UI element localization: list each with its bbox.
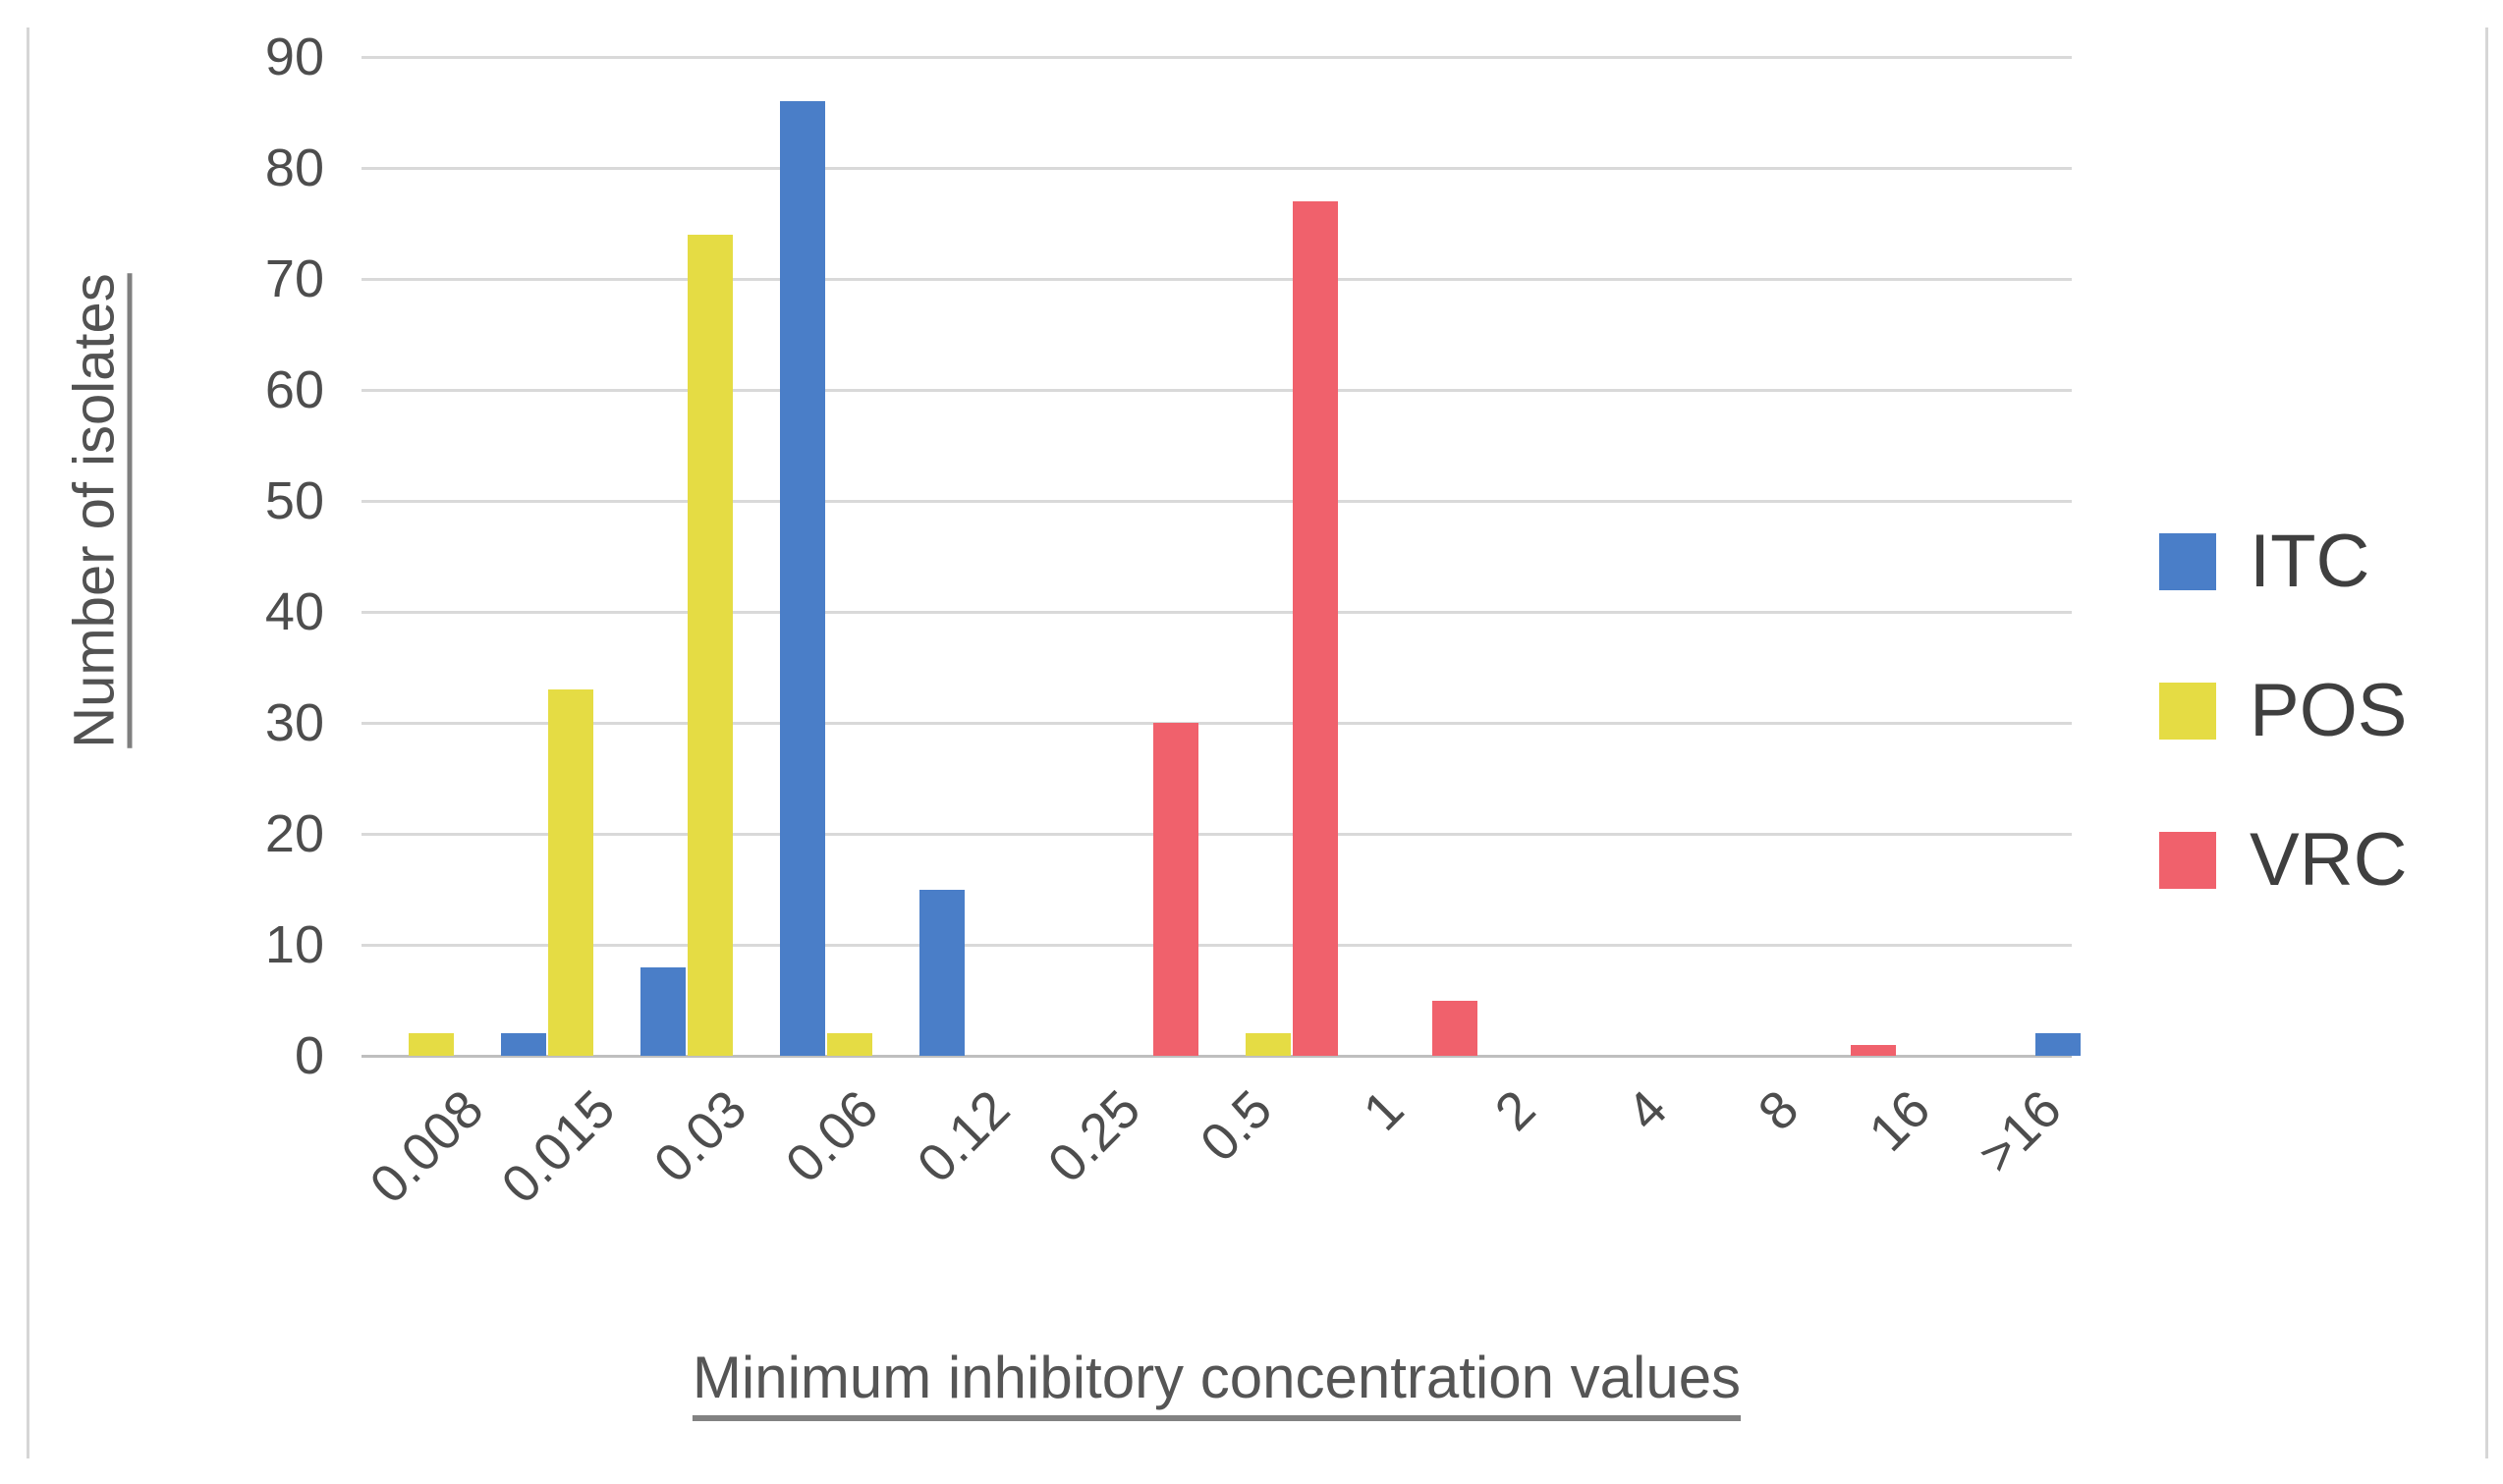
gridline-10 xyxy=(362,943,2072,947)
x-tick-label->16: >16 xyxy=(1968,1078,2074,1185)
bar-itc-0.12 xyxy=(919,889,965,1056)
gridline-80 xyxy=(362,166,2072,170)
category-group-0.12 xyxy=(919,57,1059,1056)
bar-itc-0.03 xyxy=(640,966,686,1056)
category-group-2 xyxy=(1477,57,1617,1056)
x-tick-label-1: 1 xyxy=(1353,1078,1416,1142)
category-group-0.06 xyxy=(780,57,919,1056)
y-tick-label-50: 50 xyxy=(264,471,324,530)
category-group-1 xyxy=(1338,57,1477,1056)
gridline-50 xyxy=(362,499,2072,503)
plot-area xyxy=(362,55,2081,1058)
y-tick-label-60: 60 xyxy=(264,360,324,419)
legend-swatch-itc xyxy=(2159,533,2216,590)
x-axis-title: Minimum inhibitory concentration values xyxy=(692,1345,1742,1410)
x-tick-label-4: 4 xyxy=(1615,1078,1679,1142)
legend-item-pos: POS xyxy=(2159,672,2408,750)
x-axis-tick-labels: 0.008 0.015 0.03 0.06 0.12 0.25 0.5 1 2 4 8 16 >16 xyxy=(359,1056,2074,1301)
x-tick-label-16: 16 xyxy=(1858,1078,1942,1163)
category-group-0.25 xyxy=(1059,57,1198,1056)
category-group-0.5 xyxy=(1198,57,1338,1056)
category-group-16 xyxy=(1896,57,2035,1056)
bar-vrc-1 xyxy=(1432,1000,1477,1056)
legend-item-itc: ITC xyxy=(2159,522,2408,601)
bar-vrc-0.25 xyxy=(1153,723,1198,1056)
x-tick-label-2: 2 xyxy=(1483,1078,1547,1142)
legend-label-vrc: VRC xyxy=(2250,818,2408,902)
bar-itc-0.015 xyxy=(501,1033,546,1056)
gridline-90 xyxy=(362,55,2072,59)
bar-groups-layer xyxy=(362,57,2081,1056)
gridline-70 xyxy=(362,277,2072,281)
bar-itc->16 xyxy=(2035,1033,2081,1056)
bar-vrc-0.5 xyxy=(1293,200,1338,1056)
bar-pos-0.06 xyxy=(827,1033,872,1056)
gridline-20 xyxy=(362,832,2072,836)
right-edge-border xyxy=(2485,27,2488,1458)
bar-vrc-8 xyxy=(1851,1044,1896,1056)
legend-label-itc: ITC xyxy=(2250,520,2370,603)
x-tick-label-0.008: 0.008 xyxy=(359,1078,495,1215)
y-tick-label-30: 30 xyxy=(264,693,324,752)
category-group-0.015 xyxy=(501,57,640,1056)
legend-swatch-pos xyxy=(2159,683,2216,740)
y-tick-label-80: 80 xyxy=(264,138,324,197)
x-axis-line xyxy=(362,1054,2072,1058)
y-axis-title: Number of isolates xyxy=(62,273,127,748)
bar-pos-0.03 xyxy=(688,234,733,1056)
category-group-8 xyxy=(1756,57,1896,1056)
y-tick-label-40: 40 xyxy=(264,582,324,641)
x-tick-label-0.25: 0.25 xyxy=(1037,1078,1152,1194)
y-tick-label-70: 70 xyxy=(264,249,324,308)
legend-label-pos: POS xyxy=(2250,669,2408,752)
gridline-30 xyxy=(362,721,2072,725)
x-tick-label-0.12: 0.12 xyxy=(906,1078,1021,1194)
y-tick-label-20: 20 xyxy=(264,804,324,863)
y-tick-label-10: 10 xyxy=(264,915,324,974)
gridline-60 xyxy=(362,388,2072,392)
bar-itc-0.06 xyxy=(780,101,825,1056)
y-tick-label-0: 0 xyxy=(294,1026,324,1085)
bar-pos-0.015 xyxy=(548,689,593,1056)
y-tick-label-90: 90 xyxy=(264,27,324,86)
x-tick-label-0.06: 0.06 xyxy=(774,1078,890,1194)
category-group-4 xyxy=(1617,57,1756,1056)
category-group-0.008 xyxy=(362,57,501,1056)
category-group->16 xyxy=(2035,57,2175,1056)
x-tick-label-0.5: 0.5 xyxy=(1190,1078,1284,1174)
x-tick-label-0.03: 0.03 xyxy=(642,1078,758,1194)
x-tick-label-8: 8 xyxy=(1747,1078,1810,1142)
bar-pos-0.008 xyxy=(409,1033,454,1056)
legend: ITC POS VRC xyxy=(2159,522,2408,900)
gridline-40 xyxy=(362,610,2072,614)
left-edge-border xyxy=(27,27,29,1458)
legend-item-vrc: VRC xyxy=(2159,821,2408,900)
category-group-0.03 xyxy=(640,57,780,1056)
bar-pos-0.5 xyxy=(1246,1033,1291,1056)
y-axis-tick-labels: 0 10 20 30 40 50 60 70 80 90 xyxy=(88,0,324,1484)
legend-swatch-vrc xyxy=(2159,832,2216,889)
x-tick-label-0.015: 0.015 xyxy=(490,1078,627,1215)
